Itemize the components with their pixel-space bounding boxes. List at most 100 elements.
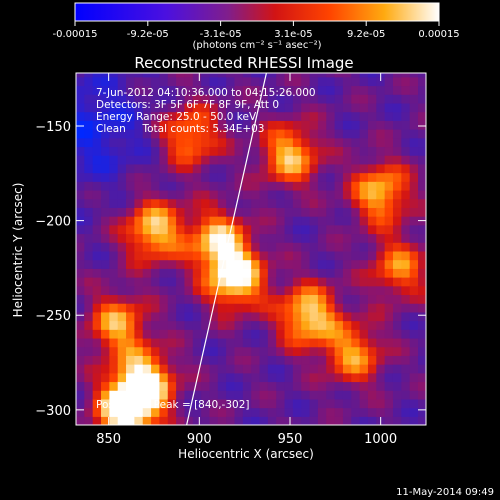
- info-annotations: 7-Jun-2012 04:10:36.000 to 04:15:26.000 …: [96, 87, 316, 411]
- heatmap-cell: [334, 129, 344, 139]
- heatmap-cell: [418, 250, 426, 261]
- heatmap-cell: [326, 285, 336, 296]
- heatmap-cell: [76, 259, 85, 269]
- heatmap-cell: [242, 224, 252, 235]
- heatmap-cell: [192, 407, 202, 417]
- heatmap-cell: [109, 207, 119, 217]
- heatmap-cell: [409, 94, 419, 104]
- heatmap-cell: [134, 181, 144, 191]
- plot-frame: [75, 72, 427, 426]
- heatmap-cell: [176, 303, 186, 313]
- heatmap-cell: [184, 250, 194, 261]
- heatmap-cell: [92, 85, 102, 95]
- heatmap-cell: [342, 250, 352, 261]
- heatmap-cell: [384, 250, 394, 261]
- heatmap-cell: [201, 285, 211, 296]
- heatmap-cell: [134, 259, 144, 269]
- heatmap-cell: [217, 172, 227, 182]
- heatmap-cell: [242, 277, 252, 287]
- heatmap-cell: [359, 198, 369, 208]
- heatmap-cell: [301, 250, 311, 261]
- heatmap-cell: [292, 102, 302, 113]
- heatmap-cell: [242, 329, 252, 339]
- heatmap-cell: [317, 172, 327, 182]
- heatmap-cell: [234, 355, 244, 365]
- heatmap-cell: [276, 207, 286, 217]
- heatmap-cell: [209, 259, 219, 269]
- heatmap-cell: [251, 76, 261, 87]
- heatmap-cell: [392, 94, 402, 104]
- heatmap-cell: [142, 85, 152, 95]
- heatmap-cell: [192, 294, 202, 304]
- heatmap-cell: [101, 346, 110, 356]
- heatmap-cell: [201, 216, 211, 226]
- heatmap-cell: [342, 137, 352, 148]
- heatmap-cell: [134, 390, 144, 400]
- heatmap-cell: [117, 364, 127, 374]
- heatmap-cell: [401, 129, 411, 139]
- heatmap-cell: [251, 216, 261, 226]
- heatmap-cell: [167, 224, 177, 235]
- heatmap-cell: [392, 207, 402, 217]
- heatmap-cell: [76, 311, 85, 322]
- heatmap-cell: [326, 294, 336, 304]
- heatmap-cell: [267, 129, 277, 139]
- heatmap-cell: [376, 181, 386, 191]
- heatmap-cell: [76, 224, 85, 235]
- heatmap-cell: [209, 73, 219, 78]
- heatmap-cell: [76, 181, 85, 191]
- heatmap-cell: [242, 73, 252, 78]
- heatmap-cell: [342, 189, 352, 200]
- heatmap-cell: [334, 207, 344, 217]
- heatmap-cell: [184, 346, 194, 356]
- heatmap-cell: [184, 242, 194, 252]
- heatmap-cell: [292, 320, 302, 330]
- heatmap-cell: [292, 355, 302, 365]
- heatmap-cell: [151, 390, 161, 400]
- heatmap-cell: [409, 398, 419, 409]
- heatmap-cell: [401, 364, 411, 374]
- heatmap-cell: [276, 416, 286, 425]
- heatmap-cell: [301, 181, 311, 191]
- heatmap-cell: [334, 381, 344, 391]
- heatmap-cell: [84, 224, 94, 235]
- heatmap-cell: [309, 73, 319, 78]
- heatmap-cell: [176, 355, 186, 365]
- heatmap-cell: [409, 277, 419, 287]
- heatmap-cell: [226, 407, 236, 417]
- heatmap-cell: [92, 172, 102, 182]
- heatmap-cell: [418, 346, 426, 356]
- heatmap-cell: [184, 181, 194, 191]
- heatmap-cell: [134, 111, 144, 121]
- heatmap-cell: [317, 76, 327, 87]
- heatmap-cell: [167, 372, 177, 383]
- heatmap-cell: [359, 390, 369, 400]
- heatmap-cell: [184, 76, 194, 87]
- heatmap-cell: [167, 355, 177, 365]
- heatmap-cell: [401, 398, 411, 409]
- heatmap-cell: [226, 172, 236, 182]
- heatmap-cell: [267, 163, 277, 174]
- heatmap-cell: [126, 207, 135, 217]
- heatmap-cell: [126, 242, 135, 252]
- heatmap-cell: [376, 277, 386, 287]
- heatmap-cell: [226, 337, 236, 348]
- heatmap-cell: [117, 102, 127, 113]
- heatmap-cell: [351, 129, 361, 139]
- heatmap-cell: [351, 111, 361, 121]
- heatmap-cell: [76, 337, 85, 348]
- heatmap-cell: [401, 233, 411, 243]
- heatmap-cell: [309, 355, 319, 365]
- heatmap-cell: [276, 390, 286, 400]
- heatmap-cell: [234, 268, 244, 278]
- heatmap-cell: [192, 346, 202, 356]
- heatmap-cell: [384, 129, 394, 139]
- heatmap-cell: [267, 85, 277, 95]
- heatmap-cell: [409, 163, 419, 174]
- heatmap-cell: [301, 198, 311, 208]
- heatmap-cell: [192, 189, 202, 200]
- heatmap-cell: [392, 259, 402, 269]
- heatmap-cell: [167, 216, 177, 226]
- heatmap-cell: [226, 120, 236, 130]
- heatmap-cell: [418, 85, 426, 95]
